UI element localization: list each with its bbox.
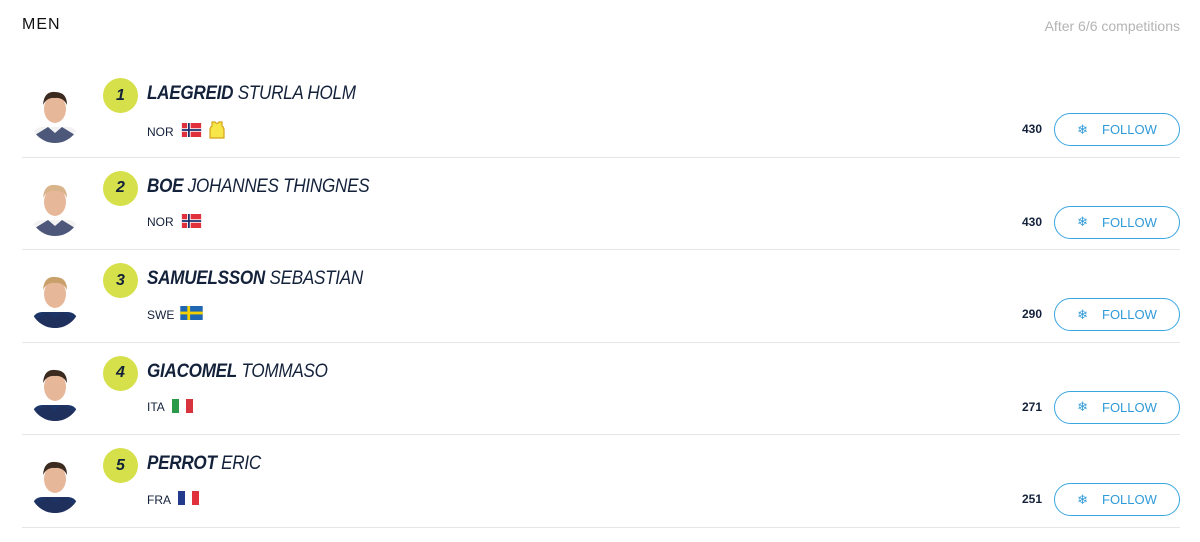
last-name: PERROT xyxy=(147,453,217,474)
nation: FRA xyxy=(147,491,200,508)
nation-code: NOR xyxy=(147,215,174,229)
rank-badge: 4 xyxy=(103,355,138,391)
italy-flag-icon xyxy=(171,398,194,416)
snowflake-icon: ❄ xyxy=(1077,491,1088,507)
nation: NOR xyxy=(147,213,203,231)
athlete-photo xyxy=(30,268,80,328)
snowflake-icon: ❄ xyxy=(1077,121,1088,137)
athlete-photo xyxy=(30,83,80,143)
points: 430 xyxy=(1021,214,1042,229)
points: 430 xyxy=(1021,122,1042,136)
nation-code: ITA xyxy=(147,400,165,414)
follow-button[interactable]: ❄ FOLLOW xyxy=(1054,390,1180,424)
norway-flag-icon xyxy=(180,123,203,140)
rank-badge: 2 xyxy=(103,170,138,206)
points: 251 xyxy=(1021,492,1042,506)
first-name: STURLA HOLM xyxy=(237,83,356,104)
first-name: ERIC xyxy=(221,453,261,474)
last-name: LAEGREID xyxy=(147,83,234,104)
last-name: BOE xyxy=(147,175,184,197)
rank-badge: 1 xyxy=(103,78,138,113)
follow-label: FOLLOW xyxy=(1102,399,1157,415)
nation: NOR xyxy=(147,121,225,142)
athlete-row[interactable]: 2 BOE JOHANNES THINGNES NOR 430 ❄ FOLLOW xyxy=(22,158,1180,250)
nation: SWE xyxy=(147,306,204,323)
athlete-name-link[interactable]: SAMUELSSON SEBASTIAN xyxy=(147,268,363,290)
rank-badge: 5 xyxy=(103,448,138,483)
section-title: MEN xyxy=(22,16,61,33)
athlete-photo xyxy=(30,361,80,421)
athlete-row[interactable]: 3 SAMUELSSON SEBASTIAN SWE 290 ❄ FOLLOW xyxy=(22,250,1180,343)
sweden-flag-icon xyxy=(180,306,204,323)
france-flag-icon xyxy=(177,491,200,508)
athlete-photo xyxy=(30,453,80,513)
athlete-name-link[interactable]: PERROT ERIC xyxy=(147,453,261,475)
athlete-name-link[interactable]: LAEGREID STURLA HOLM xyxy=(147,83,356,105)
follow-button[interactable]: ❄ FOLLOW xyxy=(1054,113,1180,146)
athlete-name-link[interactable]: BOE JOHANNES THINGNES xyxy=(147,175,370,198)
follow-button[interactable]: ❄ FOLLOW xyxy=(1054,483,1180,516)
follow-label: FOLLOW xyxy=(1102,307,1157,322)
athlete-row[interactable]: 4 GIACOMEL TOMMASO ITA 271 ❄ FOLLOW xyxy=(22,343,1180,435)
follow-button[interactable]: ❄ FOLLOW xyxy=(1054,205,1180,239)
points: 271 xyxy=(1021,399,1042,414)
rank-badge: 3 xyxy=(103,263,138,298)
norway-flag-icon xyxy=(180,213,203,231)
follow-label: FOLLOW xyxy=(1102,492,1157,507)
snowflake-icon: ❄ xyxy=(1077,214,1088,229)
nation-code: NOR xyxy=(147,124,174,139)
athlete-row[interactable]: 1 LAEGREID STURLA HOLM NOR 430 ❄ FOLLOW xyxy=(22,65,1180,158)
first-name: JOHANNES THINGNES xyxy=(187,175,370,197)
last-name: SAMUELSSON xyxy=(147,268,265,289)
yellow-bib-icon xyxy=(209,121,225,142)
athlete-name-link[interactable]: GIACOMEL TOMMASO xyxy=(147,361,328,383)
competitions-count: After 6/6 competitions xyxy=(1044,18,1180,34)
standings-list: 1 LAEGREID STURLA HOLM NOR 430 ❄ FOLLOW 2… xyxy=(22,65,1180,528)
first-name: SEBASTIAN xyxy=(269,268,364,289)
follow-label: FOLLOW xyxy=(1102,214,1157,230)
follow-label: FOLLOW xyxy=(1102,122,1157,137)
athlete-photo xyxy=(30,176,80,236)
snowflake-icon: ❄ xyxy=(1077,306,1088,322)
nation-code: SWE xyxy=(147,307,175,322)
snowflake-icon: ❄ xyxy=(1077,399,1088,414)
nation-code: FRA xyxy=(147,492,171,507)
nation: ITA xyxy=(147,398,194,416)
points: 290 xyxy=(1021,307,1042,321)
first-name: TOMMASO xyxy=(241,360,328,382)
last-name: GIACOMEL xyxy=(147,360,237,382)
follow-button[interactable]: ❄ FOLLOW xyxy=(1054,298,1180,331)
athlete-row[interactable]: 5 PERROT ERIC FRA 251 ❄ FOLLOW xyxy=(22,435,1180,528)
